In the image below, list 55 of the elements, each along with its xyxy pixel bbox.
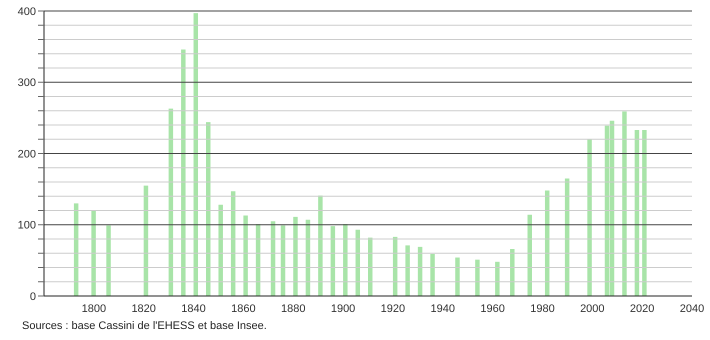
bar <box>306 220 310 296</box>
x-tick-label: 2020 <box>630 302 654 315</box>
bar <box>343 224 348 296</box>
bar <box>206 122 210 296</box>
source-note: Sources : base Cassini de l'EHESS et base Insee. <box>22 320 267 332</box>
bar <box>564 178 570 296</box>
bar <box>544 190 550 296</box>
bar <box>280 225 286 296</box>
y-tick-label: 300 <box>18 77 36 90</box>
y-tick-label: 200 <box>18 148 36 160</box>
bar <box>634 130 640 296</box>
x-tick-label: 2040 <box>680 302 704 315</box>
x-tick-label: 1880 <box>280 302 306 315</box>
y-tick-label: 400 <box>18 6 36 18</box>
bar <box>510 248 515 296</box>
bar <box>74 203 78 296</box>
bar <box>144 186 148 296</box>
x-tick-label: 1980 <box>530 302 555 315</box>
bar <box>475 260 480 296</box>
bar <box>622 111 627 296</box>
bar <box>230 191 236 296</box>
bar <box>405 245 410 296</box>
x-tick-label: 1840 <box>181 302 206 315</box>
bar <box>587 139 592 296</box>
bar <box>392 236 398 296</box>
x-tick-label: 1920 <box>380 302 406 315</box>
x-tick-label: 1820 <box>131 302 156 315</box>
bar <box>194 13 198 296</box>
bar <box>106 225 111 296</box>
bar <box>356 230 360 296</box>
bar <box>181 49 186 296</box>
y-tick-label: 100 <box>18 220 36 232</box>
x-tick-label: 1900 <box>330 302 356 315</box>
bar <box>430 254 435 296</box>
bar <box>318 196 323 296</box>
bar <box>270 221 276 296</box>
bar <box>293 216 298 296</box>
x-tick-label: 1860 <box>231 302 256 315</box>
y-tick-label: 0 <box>30 290 36 303</box>
bar <box>330 226 336 296</box>
x-tick-label: 1940 <box>430 302 456 315</box>
x-tick-label: 1960 <box>480 302 505 315</box>
bar <box>418 246 422 296</box>
bar <box>243 215 248 296</box>
bar <box>256 224 260 296</box>
bar <box>642 130 647 296</box>
bar <box>528 214 532 296</box>
bar <box>368 238 372 296</box>
x-tick-label: 1800 <box>82 302 106 315</box>
bar <box>495 262 500 296</box>
bar <box>455 258 460 296</box>
x-tick-label: 2000 <box>580 302 605 315</box>
bar <box>218 204 223 296</box>
bar <box>91 210 96 296</box>
bar <box>168 108 174 296</box>
